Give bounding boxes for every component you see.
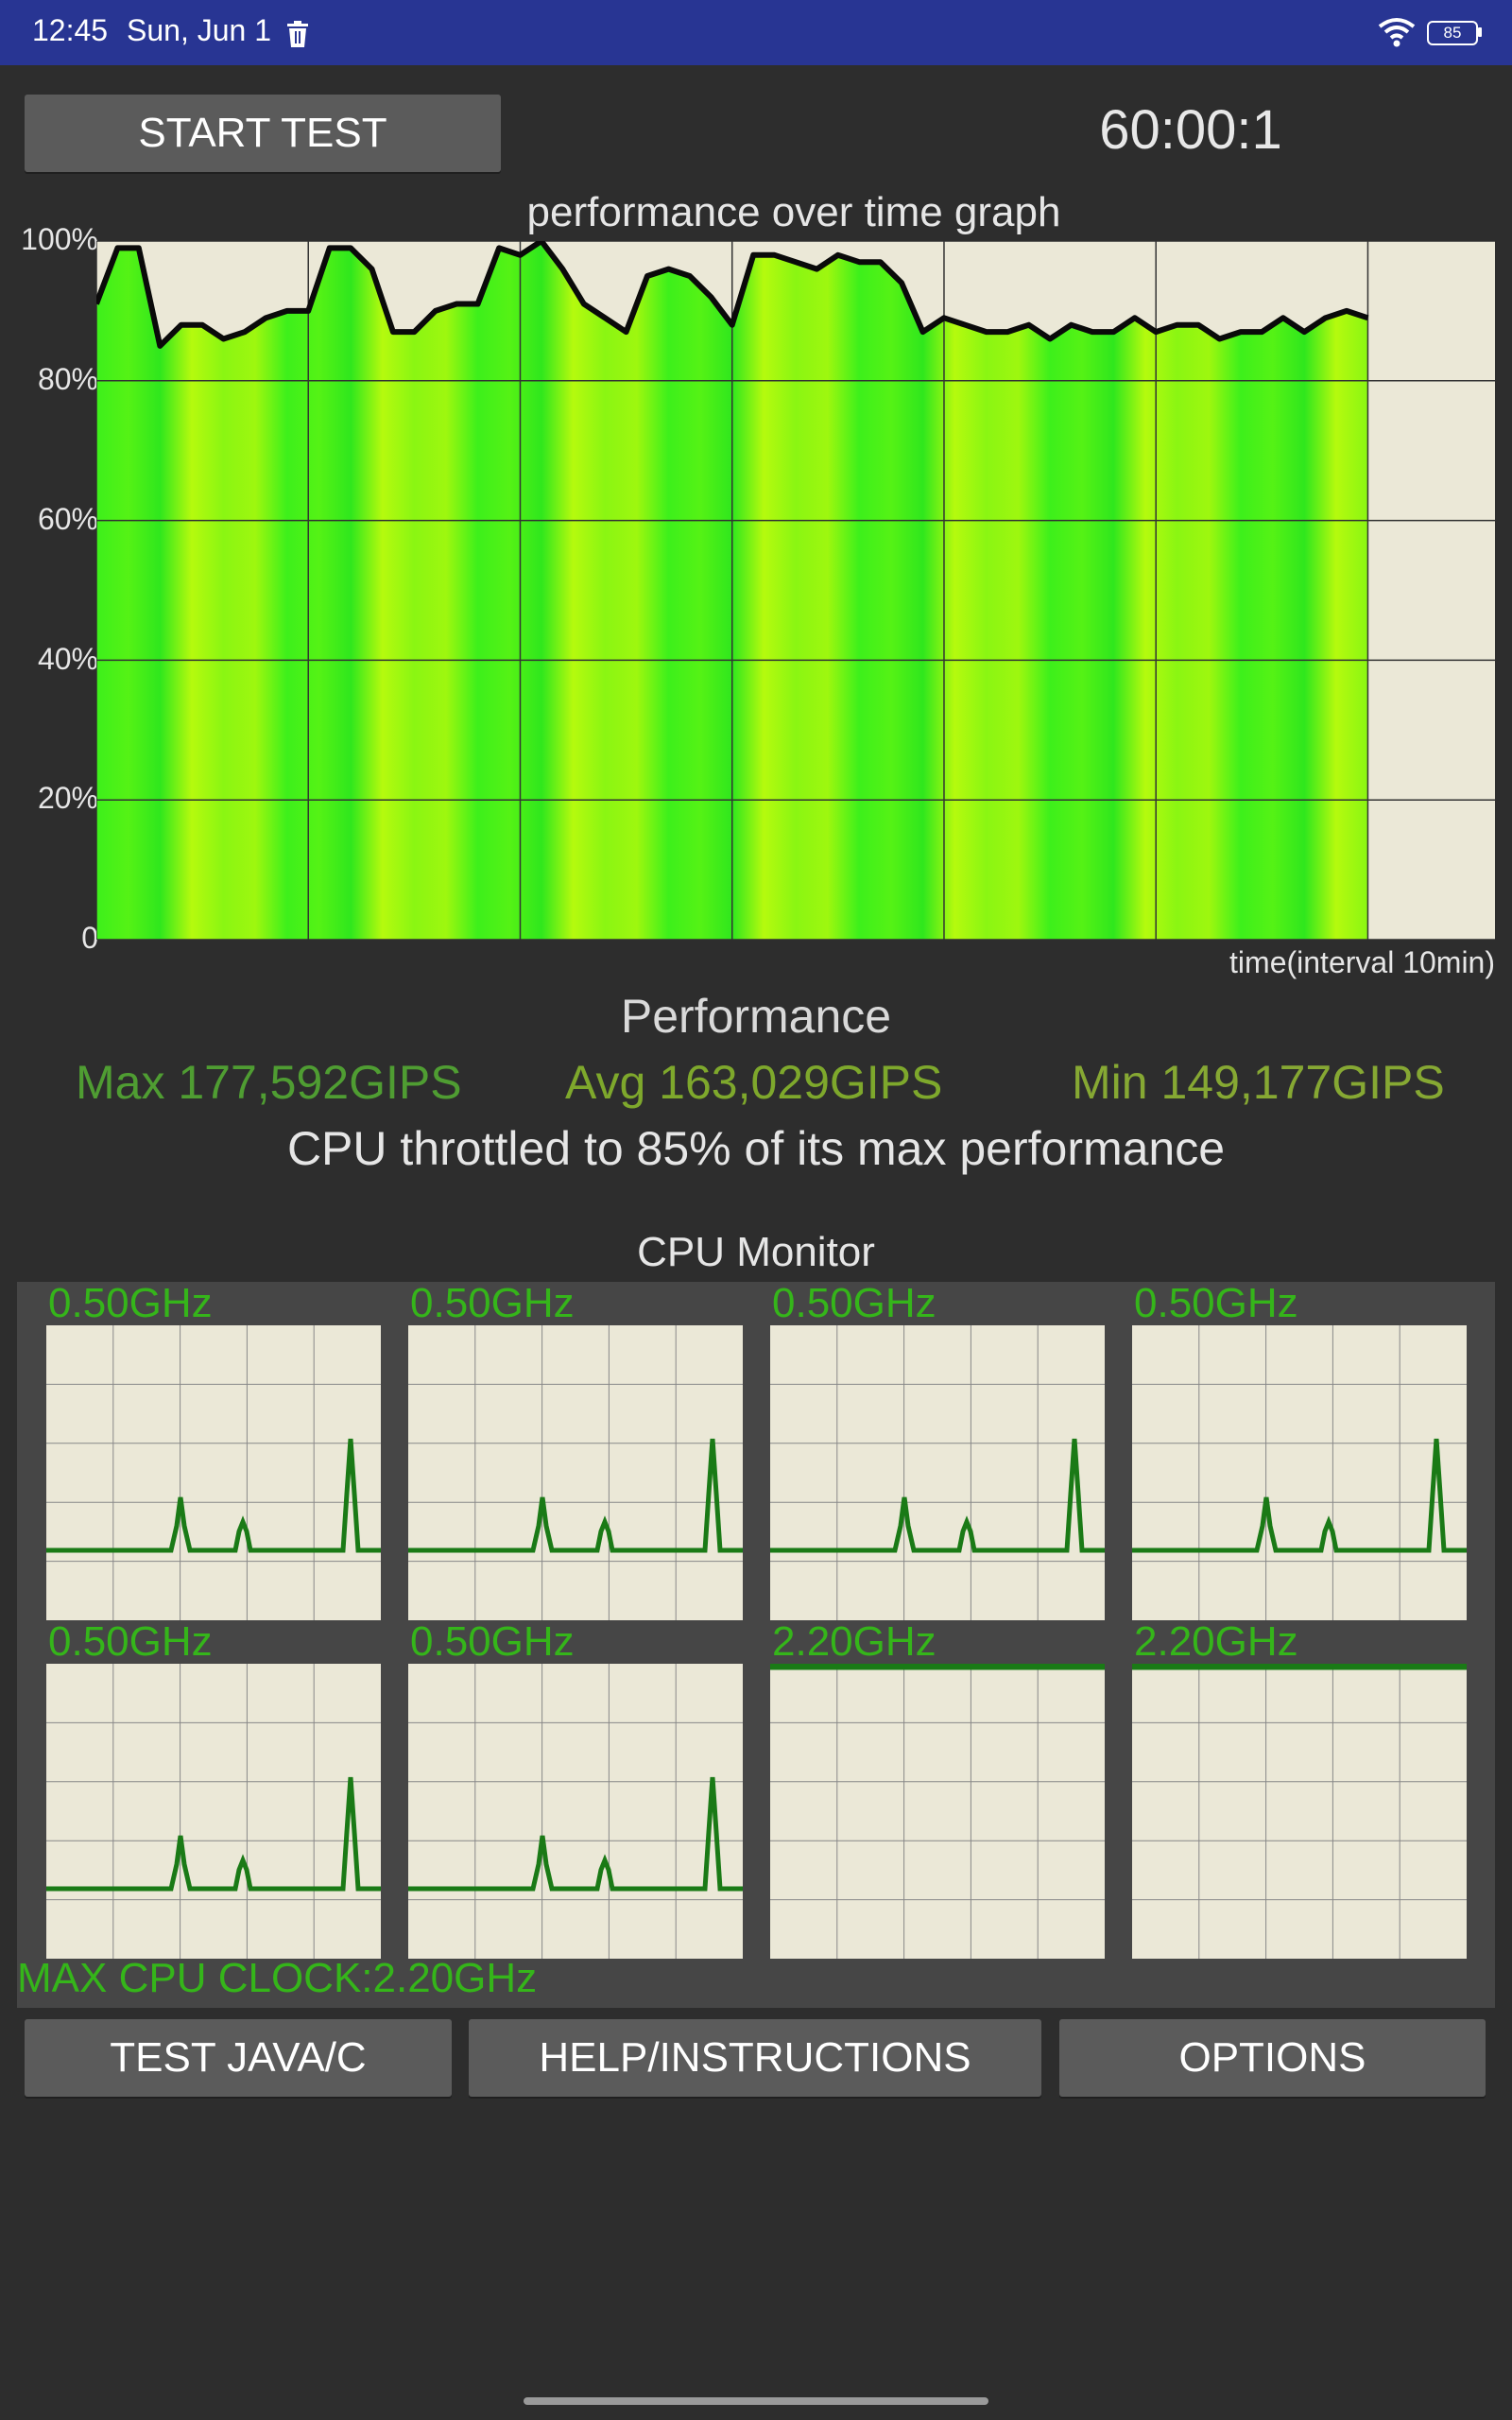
throttle-message: CPU throttled to 85% of its max performa… (286, 1122, 1226, 1175)
core-graph-background (408, 1325, 743, 1620)
cpu-core-2: 0.50GHz (770, 1282, 1105, 1620)
core-frequency: 2.20GHz (772, 1618, 936, 1665)
y-tick-label: 0 (81, 921, 98, 955)
core-usage-line (408, 1438, 743, 1553)
cpu-core-6: 2.20GHz (770, 1620, 1105, 1959)
cpu-core-0: 0.50GHz (46, 1282, 381, 1620)
core-frequency: 0.50GHz (772, 1280, 936, 1326)
core-usage-line (770, 1438, 1105, 1553)
gesture-nav-bar[interactable] (524, 2397, 988, 2405)
max-cpu-clock: MAX CPU CLOCK:2.20GHz (17, 1955, 538, 2001)
cpu-core-4: 0.50GHz (46, 1620, 381, 1959)
y-tick-label: 80% (37, 362, 98, 396)
cpu-core-5: 0.50GHz (408, 1620, 743, 1959)
core-frequency: 0.50GHz (1134, 1280, 1298, 1326)
y-tick-label: 20% (37, 781, 98, 815)
core-graph (46, 1664, 381, 1959)
core-frequency: 0.50GHz (48, 1618, 213, 1665)
status-time: 12:45 (32, 13, 109, 47)
trash-icon (287, 21, 308, 47)
core-usage-line (408, 1776, 743, 1892)
graph-title: performance over time graph (526, 189, 1061, 235)
core-graph (770, 1664, 1105, 1959)
core-graph-background (46, 1325, 381, 1620)
cpu-core-7: 2.20GHz (1132, 1620, 1467, 1959)
timer-display: 60:00:1 (1099, 99, 1282, 161)
core-frequency: 0.50GHz (410, 1280, 575, 1326)
core-graph (408, 1325, 743, 1620)
core-graph-background (408, 1664, 743, 1959)
core-usage-line (46, 1438, 381, 1553)
options-button[interactable]: OPTIONS (1059, 2019, 1486, 2097)
performance-area (96, 241, 1368, 940)
min-performance: Min 149,177GIPS (1072, 1056, 1445, 1109)
core-usage-line (1132, 1438, 1467, 1553)
core-graph-background (1132, 1325, 1467, 1620)
performance-line (96, 241, 1369, 349)
performance-graph (96, 241, 1495, 940)
max-performance: Max 177,592GIPS (76, 1056, 462, 1109)
wifi-icon (1378, 18, 1416, 47)
x-axis-label: time(interval 10min) (1229, 945, 1495, 979)
cpu-monitor-panel: 0.50GHz 0.50GHz 0.50GHz 0.50GHz 0.50GHz … (17, 1282, 1495, 2008)
core-graph-background (1132, 1664, 1467, 1959)
core-usage-line (46, 1776, 381, 1892)
test-java-c-button[interactable]: TEST JAVA/C (25, 2019, 452, 2097)
performance-heading: Performance (620, 990, 892, 1043)
core-graph (1132, 1325, 1467, 1620)
core-graph (1132, 1664, 1467, 1959)
core-graph (408, 1664, 743, 1959)
help-instructions-button[interactable]: HELP/INSTRUCTIONS (469, 2019, 1041, 2097)
core-frequency: 2.20GHz (1134, 1618, 1298, 1665)
core-frequency: 0.50GHz (48, 1280, 213, 1326)
status-date: Sun, Jun 1 (127, 13, 271, 47)
y-tick-label: 100% (21, 222, 98, 256)
core-graph-background (46, 1664, 381, 1959)
graph-grid (96, 241, 1495, 940)
battery-icon: 85 (1427, 21, 1482, 45)
core-graph (770, 1325, 1105, 1620)
core-graph (46, 1325, 381, 1620)
cpu-core-3: 0.50GHz (1132, 1282, 1467, 1620)
status-bar: 12:45 Sun, Jun 1 85 (0, 0, 1512, 65)
battery-level: 85 (1443, 24, 1462, 42)
avg-performance: Avg 163,029GIPS (565, 1056, 943, 1109)
core-graph-background (770, 1664, 1105, 1959)
core-graph-background (770, 1325, 1105, 1620)
y-tick-label: 60% (37, 502, 98, 536)
start-test-button[interactable]: START TEST (25, 95, 501, 172)
y-tick-label: 40% (37, 642, 98, 676)
cpu-core-1: 0.50GHz (408, 1282, 743, 1620)
cpu-monitor-title: CPU Monitor (637, 1229, 875, 1275)
core-frequency: 0.50GHz (410, 1618, 575, 1665)
